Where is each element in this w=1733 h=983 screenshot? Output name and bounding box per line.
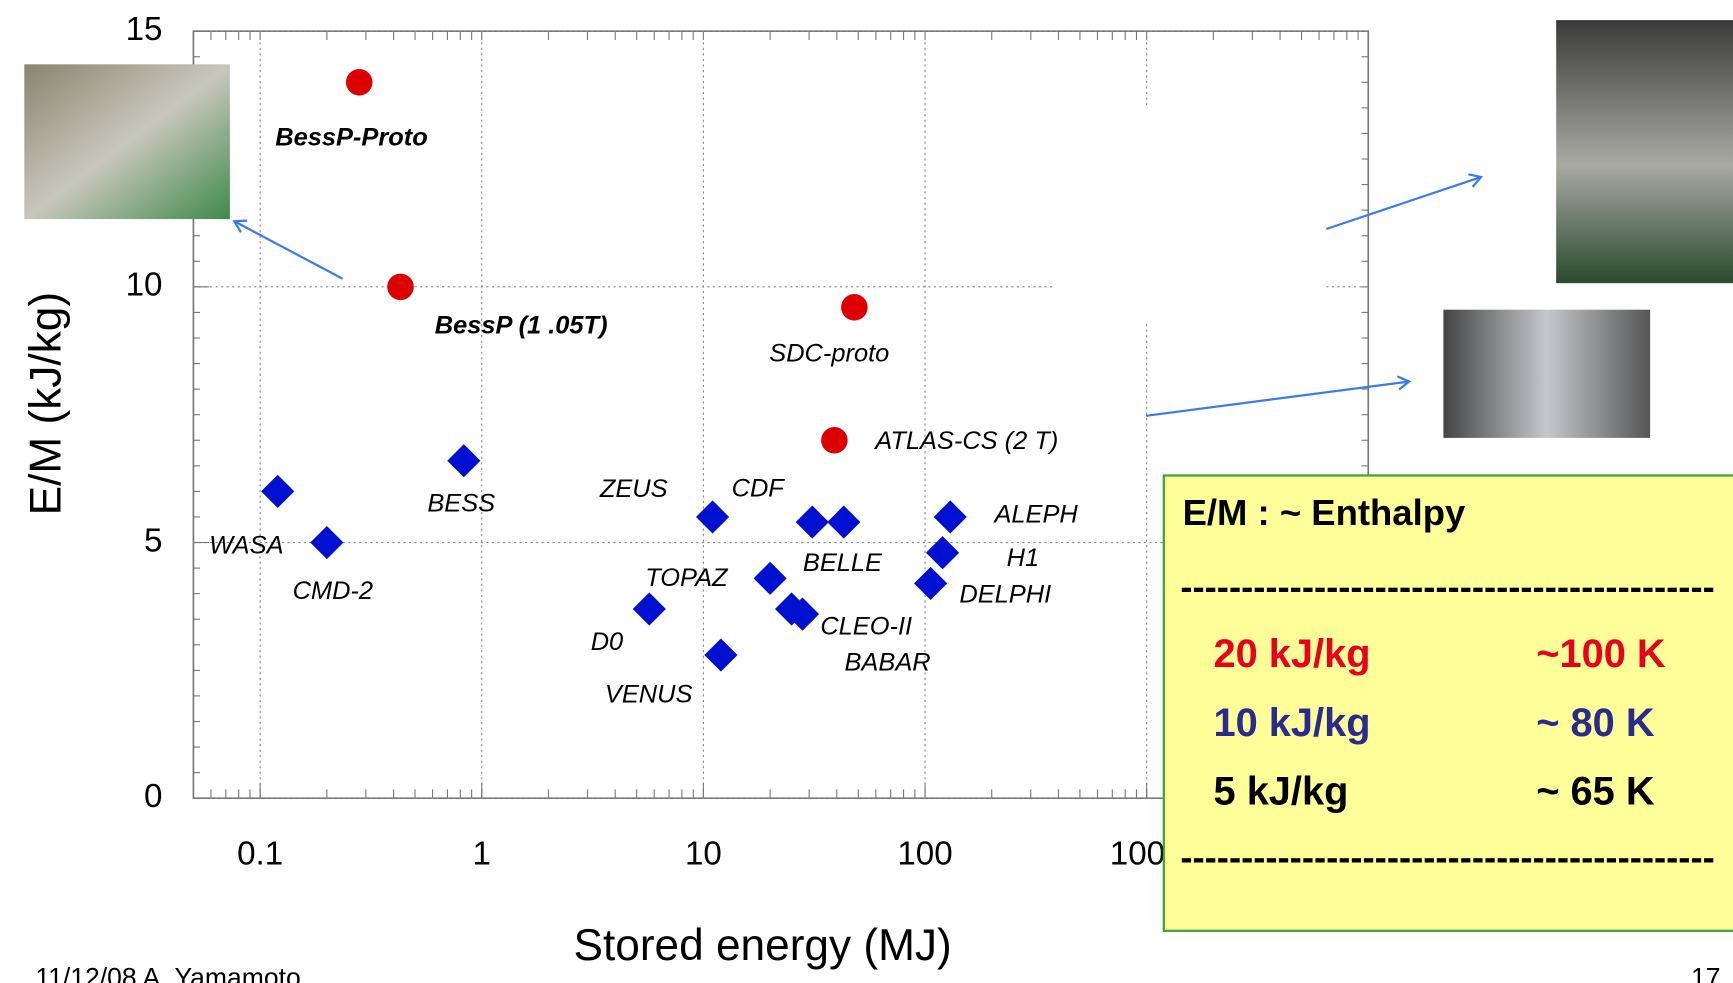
annotation-title: E/M : ~ Enthalpy (1183, 492, 1466, 533)
data-point (695, 500, 730, 534)
data-point (821, 426, 848, 454)
photo (24, 64, 230, 220)
y-tick-label: 0 (144, 778, 162, 815)
data-point (841, 294, 868, 321)
x-tick-label: 0.1 (237, 835, 283, 872)
data-point (261, 474, 295, 508)
annotation-separator: ----------------------------------------… (1180, 837, 1714, 878)
x-tick-label: 10 (685, 835, 722, 872)
annotation-energy: 20 kJ/kg (1214, 632, 1371, 676)
point-label: SDC-proto (769, 340, 889, 368)
data-point (827, 505, 861, 539)
point-label: BESS (427, 490, 495, 518)
point-label: CMD-2 (293, 577, 373, 605)
x-axis-label: Stored energy (MJ) (574, 921, 952, 970)
point-label: VENUS (605, 681, 693, 709)
data-point (632, 592, 666, 626)
annotation-separator: ----------------------------------------… (1180, 566, 1714, 607)
annotation-temperature: ~ 65 K (1536, 769, 1655, 813)
data-point (387, 273, 414, 301)
data-point (753, 561, 787, 595)
y-tick-label: 15 (126, 11, 163, 48)
annotation-box: E/M : ~ Enthalpy -----------------------… (1162, 474, 1733, 932)
data-point (785, 597, 820, 631)
y-axis-label: E/M (kJ/kg) (21, 292, 70, 515)
point-label: H1 (1007, 544, 1039, 572)
x-tick-label: 100 (897, 835, 952, 872)
arrow (1145, 375, 1412, 417)
annotation-temperature: ~ 80 K (1536, 701, 1655, 745)
data-point (925, 536, 960, 570)
annotation-temperature: ~100 K (1536, 632, 1666, 676)
y-tick-label: 10 (126, 267, 163, 304)
photo (1556, 20, 1733, 284)
point-label: ZEUS (599, 475, 668, 503)
point-label: D0 (591, 628, 623, 656)
y-tick-label: 5 (144, 522, 162, 559)
point-label: WASA (209, 531, 283, 559)
annotation-background (1162, 474, 1733, 932)
page-number: 17 (1691, 962, 1721, 983)
arrow (1325, 173, 1484, 231)
data-point (447, 444, 481, 478)
point-label: CDF (732, 475, 786, 503)
point-label: ATLAS-CS (2 T) (873, 427, 1058, 455)
label-backdrop (1053, 105, 1325, 321)
point-label: ALEPH (992, 501, 1078, 529)
point-label: BABAR (844, 649, 930, 677)
x-tick-label: 1 (473, 835, 491, 872)
footer-author: 11/12/08 A. Yamamoto (35, 962, 300, 983)
point-label: CLEO-II (820, 613, 912, 641)
arrow (232, 219, 344, 280)
annotation-energy: 5 kJ/kg (1214, 769, 1349, 813)
point-label: TOPAZ (645, 564, 729, 592)
data-point (345, 69, 373, 96)
data-point (704, 638, 738, 672)
annotation-energy: 10 kJ/kg (1214, 701, 1371, 745)
data-point (310, 525, 344, 560)
photo (1443, 309, 1651, 438)
point-label: DELPHI (959, 580, 1051, 608)
point-label: BELLE (803, 549, 883, 577)
point-label: BessP (1 .05T) (435, 311, 608, 339)
data-point (914, 566, 948, 601)
data-point (795, 505, 829, 539)
point-label: BessP-Proto (275, 123, 427, 151)
data-point (933, 500, 967, 534)
